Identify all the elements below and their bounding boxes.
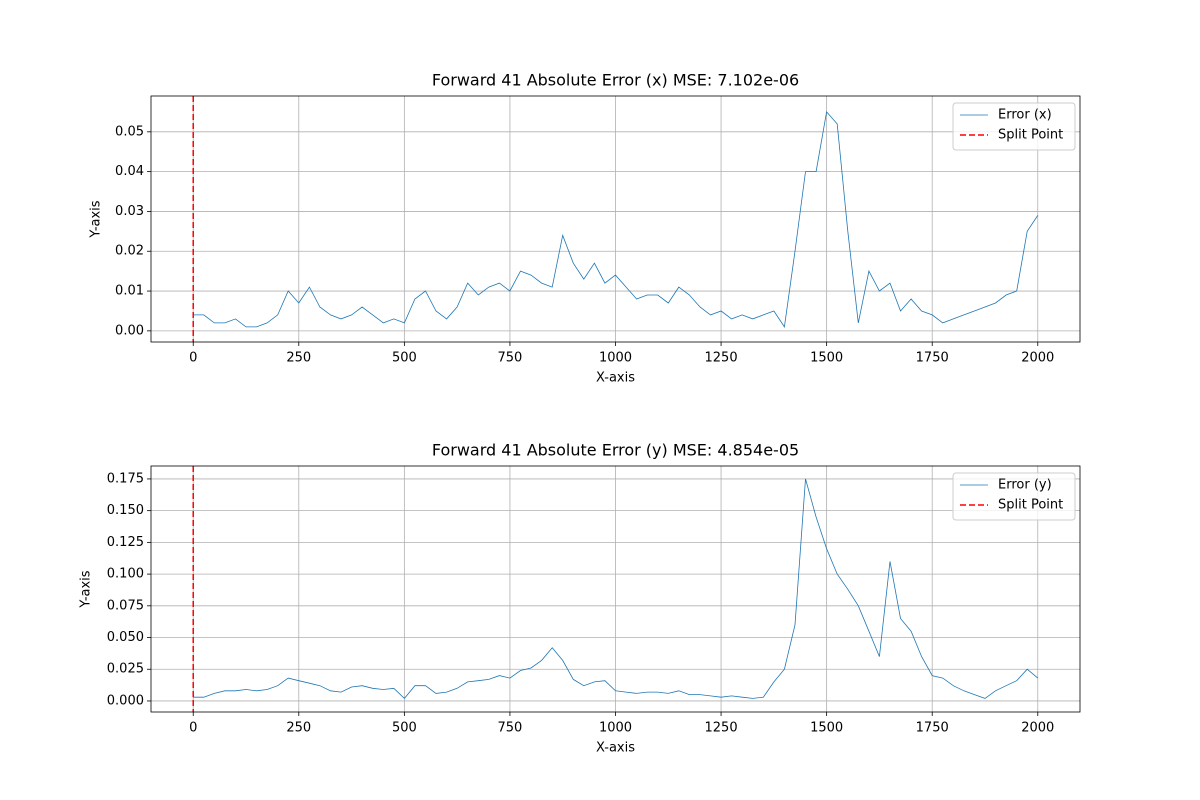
legend-label: Error (y): [998, 478, 1052, 493]
x-tick-label: 1500: [810, 351, 843, 366]
y-tick-label: 0.02: [115, 244, 144, 259]
y-tick-label: 0.000: [107, 693, 144, 708]
x-tick-label: 750: [498, 351, 523, 366]
y-tick-label: 0.150: [107, 503, 144, 518]
y-tick-label: 0.05: [115, 124, 144, 139]
x-tick-label: 1250: [705, 351, 738, 366]
x-tick-label: 0: [189, 721, 197, 736]
chart-title: Forward 41 Absolute Error (x) MSE: 7.102…: [432, 71, 799, 90]
x-axis-label: X-axis: [596, 371, 635, 386]
legend-label: Split Point: [998, 128, 1063, 143]
x-tick-label: 2000: [1021, 351, 1054, 366]
chart-title: Forward 41 Absolute Error (y) MSE: 4.854…: [432, 441, 799, 460]
y-tick-label: 0.075: [107, 598, 144, 613]
data-line: [193, 111, 1039, 329]
y-tick-label: 0.025: [107, 662, 144, 677]
x-tick-label: 1500: [810, 721, 843, 736]
y-tick-label: 0.050: [107, 630, 144, 645]
x-tick-label: 250: [286, 721, 311, 736]
x-axis-label: X-axis: [596, 741, 635, 756]
y-axis-label: Y-axis: [79, 570, 94, 608]
x-tick-label: 750: [498, 721, 523, 736]
legend-label: Split Point: [998, 498, 1063, 513]
x-tick-label: 1250: [705, 721, 738, 736]
axes-frame: [150, 95, 1081, 343]
y-tick-label: 0.03: [115, 204, 144, 219]
y-tick-label: 0.175: [107, 471, 144, 486]
legend-label: Error (x): [998, 108, 1052, 123]
x-tick-label: 250: [286, 351, 311, 366]
x-tick-label: 500: [392, 721, 417, 736]
axes-frame: [150, 465, 1081, 713]
x-tick-label: 1750: [916, 721, 949, 736]
y-tick-label: 0.00: [115, 323, 144, 338]
x-tick-label: 2000: [1021, 721, 1054, 736]
y-tick-label: 0.01: [115, 284, 144, 299]
x-tick-label: 1000: [599, 721, 632, 736]
y-axis-label: Y-axis: [89, 200, 104, 238]
x-tick-label: 1000: [599, 351, 632, 366]
x-tick-label: 0: [189, 351, 197, 366]
y-tick-label: 0.100: [107, 567, 144, 582]
x-tick-label: 500: [392, 351, 417, 366]
data-line: [193, 478, 1039, 699]
y-tick-label: 0.125: [107, 535, 144, 550]
x-tick-label: 1750: [916, 351, 949, 366]
y-tick-label: 0.04: [115, 164, 144, 179]
